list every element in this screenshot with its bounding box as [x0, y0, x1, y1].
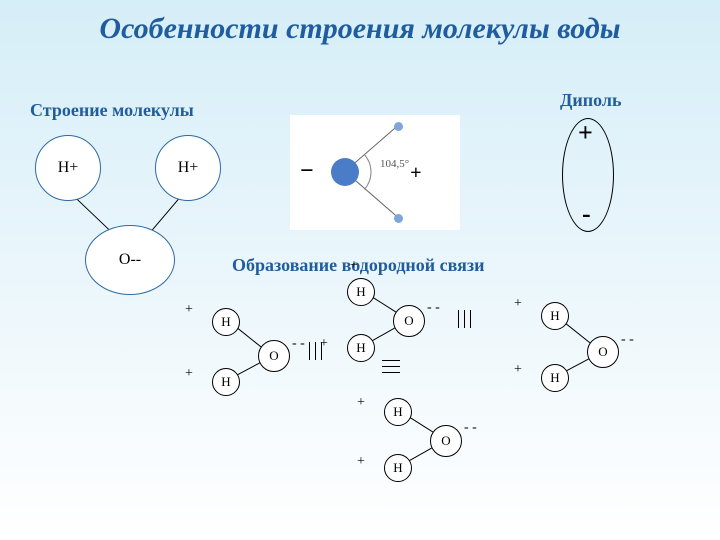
plus-sign: + [514, 362, 522, 378]
o-atom: O [430, 425, 462, 457]
plus-sign: + [514, 296, 522, 312]
plus-sign: + [350, 258, 358, 274]
h-atom: H+ [35, 135, 101, 201]
angle-h-atom [394, 214, 403, 223]
h-atom: H+ [155, 135, 221, 201]
o-atom: O-- [85, 225, 175, 295]
angle-box [290, 115, 460, 230]
plus-sign: + [185, 302, 193, 318]
h-atom: H [212, 368, 240, 396]
plus-sign: + [357, 395, 365, 411]
h-atom: H [212, 308, 240, 336]
h-atom: H [541, 364, 569, 392]
h-atom: H [541, 302, 569, 330]
o-atom: O [393, 305, 425, 337]
minus-sign: - - [621, 332, 634, 348]
h-atom: H [347, 334, 375, 362]
plus-sign: + [185, 366, 193, 382]
o-atom: O [258, 340, 290, 372]
minus-sign: - - [292, 336, 305, 352]
h-atom: H [384, 454, 412, 482]
dipole-minus: - [582, 199, 591, 229]
page-title: Особенности строения молекулы воды [0, 12, 720, 46]
dipole-plus: + [578, 118, 593, 148]
minus-sign: - - [427, 300, 440, 316]
angle-value: 104,5° [380, 158, 409, 170]
plus-sign: + [357, 454, 365, 470]
o-atom: O [587, 336, 619, 368]
minus-sign: - - [464, 420, 477, 436]
angle-h-atom [394, 122, 403, 131]
h-atom: H [384, 398, 412, 426]
label-dipole: Диполь [560, 90, 622, 111]
label-structure: Строение молекулы [30, 100, 194, 121]
label-hbond: Образование водородной связи [232, 255, 484, 276]
h-atom: H [347, 278, 375, 306]
minus-sign: − [300, 158, 314, 185]
angle-o-atom [331, 158, 359, 186]
plus-sign: + [410, 162, 421, 185]
